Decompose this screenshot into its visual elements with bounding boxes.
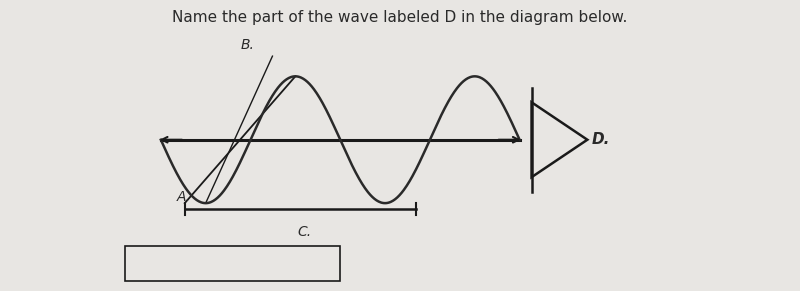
Text: D.: D.: [591, 132, 610, 147]
Text: Name the part of the wave labeled D in the diagram below.: Name the part of the wave labeled D in t…: [172, 10, 628, 25]
Text: C.: C.: [298, 225, 311, 239]
Text: B.: B.: [241, 38, 254, 52]
FancyBboxPatch shape: [125, 246, 340, 281]
Text: A.: A.: [177, 190, 191, 204]
